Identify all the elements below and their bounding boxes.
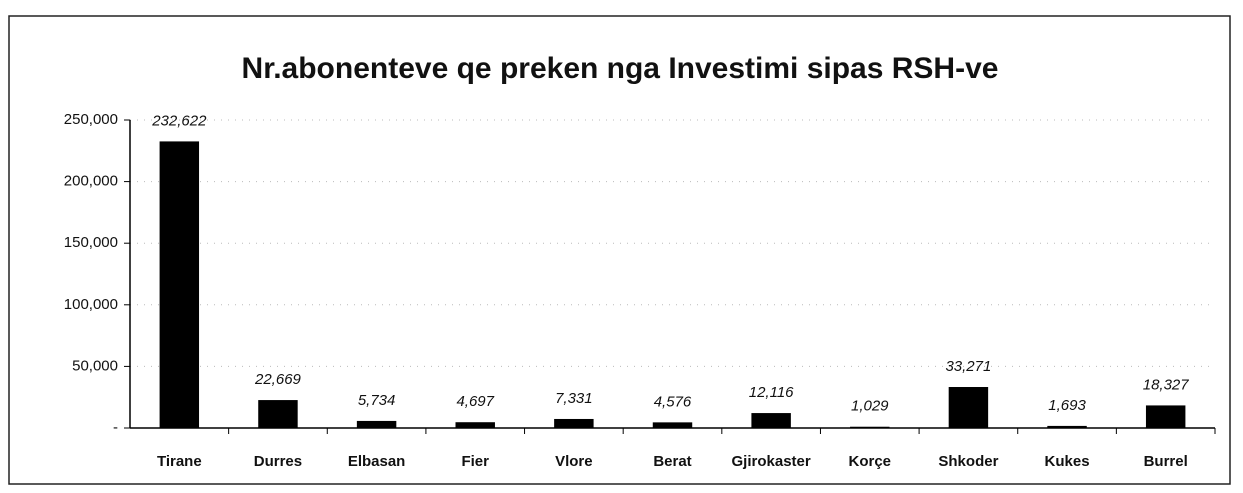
bar (751, 413, 791, 428)
data-label: 33,271 (945, 358, 991, 375)
x-tick-label: Korçe (849, 453, 892, 470)
bar (356, 420, 397, 428)
x-tick-label: Elbasan (348, 453, 406, 470)
data-label: 5,734 (358, 392, 396, 409)
y-tick-label: - (113, 419, 118, 436)
bar (455, 422, 495, 428)
x-tick-label: Fier (461, 453, 489, 470)
x-tick-label: Vlore (555, 453, 593, 470)
bar (850, 426, 890, 428)
data-label: 18,327 (1143, 376, 1190, 393)
data-label: 7,331 (555, 390, 593, 407)
y-tick-label: 250,000 (64, 111, 118, 128)
data-label: 4,576 (654, 393, 692, 410)
bar (159, 141, 200, 428)
data-label: 1,029 (851, 398, 889, 415)
bar (258, 400, 298, 428)
x-tick-label: Burrel (1144, 453, 1188, 470)
data-label: 232,622 (151, 112, 207, 129)
bar (1047, 425, 1087, 428)
y-tick-label: 150,000 (64, 234, 118, 251)
x-tick-label: Kukes (1045, 453, 1090, 470)
bar (652, 422, 693, 428)
data-label: 1,693 (1048, 397, 1086, 414)
x-tick-label: Shkoder (938, 453, 998, 470)
data-label: 4,697 (456, 393, 494, 410)
x-tick-label: Durres (254, 453, 302, 470)
bar (1145, 405, 1186, 428)
x-tick-label: Gjirokaster (732, 453, 811, 470)
y-tick-label: 50,000 (72, 357, 118, 374)
x-tick-label: Tirane (157, 453, 202, 470)
bar (554, 418, 594, 428)
chart-frame (8, 15, 1231, 485)
chart-title: Nr.abonenteve qe preken nga Investimi si… (242, 52, 999, 85)
bar (948, 387, 989, 428)
data-label: 22,669 (254, 371, 302, 388)
y-tick-label: 100,000 (64, 296, 118, 313)
y-tick-label: 200,000 (64, 173, 118, 190)
data-label: 12,116 (749, 384, 794, 401)
x-tick-label: Berat (653, 453, 691, 470)
